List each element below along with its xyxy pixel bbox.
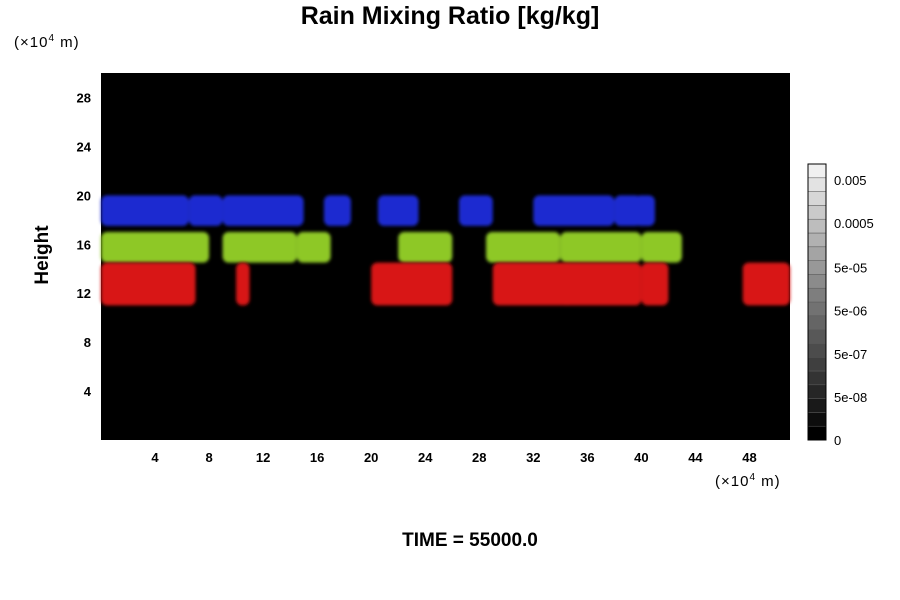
field-layer — [101, 195, 655, 226]
colorbar-label: 5e-05 — [834, 260, 867, 275]
time-label: TIME = 55000.0 — [0, 530, 900, 552]
field-cell — [101, 262, 196, 306]
colorbar: 0 5e-08 5e-07 5e-06 5e-05 0.0005 0.005 — [807, 163, 874, 448]
y-unit-exponent: 4 — [48, 33, 56, 44]
colorbar-segment — [807, 329, 827, 344]
y-tick-label: 28 — [77, 90, 91, 105]
y-tick-label: 16 — [77, 237, 91, 252]
field-cell — [371, 262, 453, 306]
colorbar-segment — [807, 191, 827, 206]
field-cell — [398, 232, 453, 263]
colorbar-segment — [807, 177, 827, 192]
colorbar-segment — [807, 232, 827, 248]
colorbar-label: 0.0005 — [834, 216, 874, 231]
x-axis-ticks: 4 8 12 16 20 24 28 32 36 40 44 48 — [151, 435, 757, 465]
field-cell — [560, 232, 642, 263]
colorbar-segment — [807, 301, 827, 317]
colorbar-segment — [807, 412, 827, 427]
colorbar-segment — [807, 218, 827, 234]
x-tick-label: 44 — [688, 450, 703, 465]
field-layer — [101, 262, 790, 306]
colorbar-segment — [807, 274, 827, 289]
colorbar-segment — [807, 163, 827, 179]
field-layer — [101, 232, 682, 263]
x-tick-label: 40 — [634, 450, 648, 465]
field-cell — [486, 232, 561, 263]
field-cell — [742, 262, 790, 306]
field-cell — [222, 195, 304, 226]
chart-title: Rain Mixing Ratio [kg/kg] — [300, 2, 600, 30]
x-tick-label: 12 — [256, 450, 270, 465]
colorbar-segment — [807, 260, 827, 275]
x-tick-label: 4 — [151, 450, 159, 465]
y-unit-prefix: (×10 — [14, 34, 49, 51]
x-tick-label: 48 — [742, 450, 756, 465]
colorbar-frame — [807, 163, 827, 441]
colorbar-segment — [807, 343, 827, 358]
field-cell — [560, 262, 642, 306]
colorbar-segment — [807, 287, 827, 303]
y-axis-unit: (×104 m) — [14, 33, 80, 51]
colorbar-segment — [807, 356, 827, 372]
x-tick-label: 8 — [205, 450, 212, 465]
colorbar-label: 5e-06 — [834, 304, 867, 319]
colorbar-segment — [807, 398, 827, 413]
y-tick-label: 20 — [77, 188, 91, 203]
colorbar-segment — [807, 370, 827, 386]
field-cell — [459, 195, 493, 226]
field-cell — [236, 262, 250, 306]
x-tick-label: 32 — [526, 450, 540, 465]
field-cell — [377, 195, 419, 226]
y-tick-label: 8 — [84, 335, 91, 350]
colorbar-label: 0.005 — [834, 173, 867, 188]
y-axis-ticks: 4 8 12 16 20 24 28 — [77, 90, 92, 399]
field-cell — [101, 195, 189, 226]
colorbar-label: 5e-07 — [834, 347, 867, 362]
time-label-text: TIME = 55000.0 — [402, 530, 538, 551]
field-cell — [323, 195, 351, 226]
colorbar-segment — [807, 315, 827, 330]
field-cell — [533, 195, 615, 226]
field-cell — [188, 195, 223, 226]
y-tick-label: 24 — [77, 139, 92, 154]
field-cell — [641, 232, 682, 263]
colorbar-segment — [807, 384, 827, 399]
x-tick-label: 36 — [580, 450, 594, 465]
colorbar-segment — [807, 246, 827, 261]
colorbar-segment — [807, 425, 827, 441]
x-unit-prefix: (×10 — [715, 473, 750, 490]
colorbar-label: 5e-08 — [834, 390, 867, 405]
x-tick-label: 24 — [418, 450, 433, 465]
x-tick-label: 28 — [472, 450, 486, 465]
field-layers — [101, 195, 790, 306]
x-unit-suffix: m) — [756, 473, 781, 490]
field-cell — [296, 232, 331, 263]
colorbar-segment — [807, 205, 827, 220]
field-cell — [492, 262, 574, 306]
field-cell — [101, 232, 210, 263]
y-tick-label: 12 — [77, 286, 91, 301]
field-cell — [634, 195, 655, 226]
y-unit-suffix: m) — [55, 34, 80, 51]
y-tick-label: 4 — [84, 384, 92, 399]
x-tick-label: 16 — [310, 450, 324, 465]
colorbar-label: 0 — [834, 433, 841, 448]
field-cell — [641, 262, 669, 306]
x-tick-label: 20 — [364, 450, 378, 465]
field-cell — [222, 232, 297, 263]
x-axis-unit: (×104 m) — [715, 472, 781, 490]
x-unit-exponent: 4 — [749, 472, 757, 483]
